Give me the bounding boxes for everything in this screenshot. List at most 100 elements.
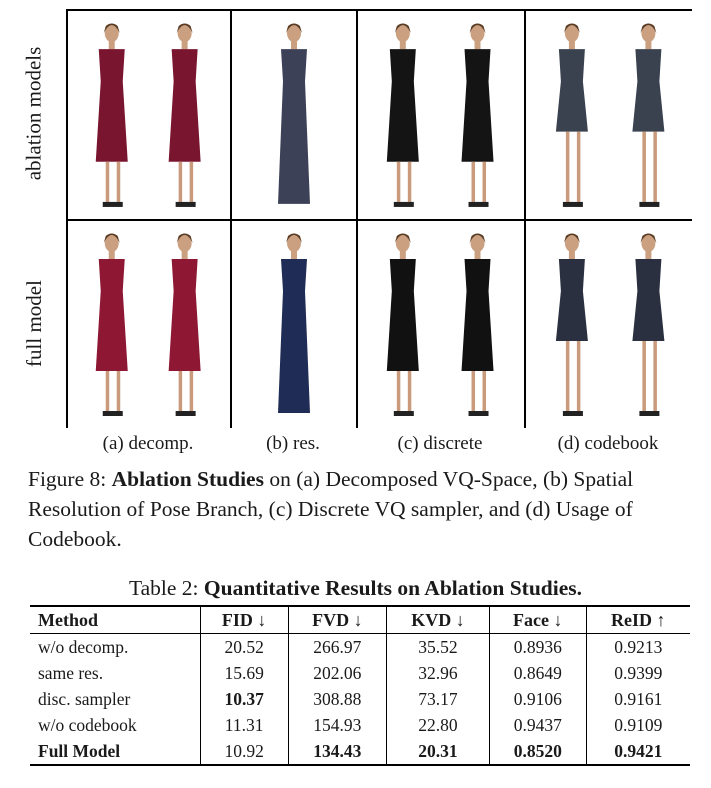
model-shoes (102, 411, 123, 416)
metric-cell: 134.43 (287, 738, 387, 765)
figure-image (68, 11, 230, 219)
model-head (395, 234, 410, 252)
col-label-codebook: (d) codebook (557, 433, 659, 454)
caption-rest: on (a) Decomposed VQ-Space, (b) Spatial … (28, 467, 634, 551)
model-shoes (393, 201, 414, 207)
model-leg (565, 341, 570, 411)
model-leg (565, 131, 570, 202)
table-row: disc. sampler 10.37 308.88 73.17 0.9106 0.916… (30, 686, 690, 712)
metric-cell: 32.96 (385, 660, 490, 686)
model-shoes (562, 201, 583, 207)
metric-cell: 0.8520 (489, 738, 587, 765)
model-leg (642, 341, 646, 411)
figure-image (232, 11, 356, 219)
model-head (395, 24, 410, 43)
model-shoes (639, 201, 660, 207)
model-leg (116, 371, 121, 411)
method-cell: same res. (38, 663, 104, 683)
table-row: w/o codebook 11.31 154.93 22.80 0.9437 0.9109 (30, 712, 690, 738)
method-cell: w/o codebook (38, 715, 137, 735)
model-head (177, 234, 192, 252)
metric-cell: 0.9106 (489, 686, 587, 712)
model-leg (407, 161, 412, 202)
model-dress (95, 259, 128, 371)
model-hair (640, 233, 657, 243)
model-figure (386, 23, 419, 207)
model-dress (632, 49, 665, 132)
model-photo (95, 23, 201, 207)
column-labels: (a) decomp. (b) res. (c) discrete (d) co… (66, 433, 692, 459)
model-leg (471, 371, 476, 411)
model-hair (394, 23, 411, 34)
model-leg (396, 161, 401, 202)
model-head (287, 24, 301, 43)
model-head (470, 234, 485, 252)
metric-cell: 0.8936 (489, 633, 587, 660)
model-leg (396, 371, 401, 411)
model-hair (176, 23, 193, 34)
model-dress (278, 49, 310, 204)
model-leg (178, 161, 183, 202)
model-leg (189, 371, 194, 411)
model-dress (555, 259, 588, 341)
model-dress (95, 49, 128, 162)
model-hair (286, 233, 302, 243)
model-figure (555, 233, 588, 416)
row-label-full: full model (8, 219, 60, 427)
model-leg (178, 371, 183, 411)
metric-cell: 15.69 (199, 660, 289, 686)
model-leg (576, 341, 581, 411)
metric-cell: 0.8649 (489, 660, 587, 686)
header-face: Face ↓ (489, 606, 587, 634)
model-figure (168, 233, 201, 416)
model-dress (168, 259, 201, 371)
model-figure (278, 233, 310, 413)
model-dress (386, 259, 419, 371)
model-dress (632, 259, 665, 341)
model-leg (642, 131, 646, 202)
model-leg (576, 131, 581, 202)
caption-prefix: Figure 8: (28, 467, 112, 491)
metric-cell: 202.06 (287, 660, 387, 686)
model-shoes (175, 201, 196, 207)
row-label-full-text: full model (21, 279, 46, 367)
header-method: Method (38, 610, 98, 630)
model-leg (482, 161, 487, 202)
figure-8: ablation models full model (a) decomp. (… (8, 9, 696, 459)
model-photo (555, 23, 665, 207)
table-row: w/o decomp. 20.52 266.97 35.52 0.8936 0.9213 (30, 633, 690, 660)
model-photo (95, 233, 201, 416)
table-title-prefix: Table 2: (128, 576, 204, 600)
metric-cell: 10.37 (199, 686, 289, 712)
metric-cell: 10.92 (199, 738, 289, 765)
model-leg (653, 131, 657, 202)
metric-cell: 154.93 (287, 712, 387, 738)
caption-bold: Ablation Studies (111, 467, 264, 491)
row-label-ablation-text: ablation models (21, 46, 46, 180)
model-leg (471, 161, 476, 202)
metric-cell: 0.9421 (585, 738, 690, 765)
method-cell: w/o decomp. (38, 637, 129, 657)
model-photo (386, 23, 494, 207)
figure-image (526, 221, 696, 428)
metric-cell: 0.9109 (585, 712, 690, 738)
model-leg (105, 371, 110, 411)
method-cell: Full Model (38, 741, 121, 761)
model-leg (189, 161, 194, 202)
model-shoes (175, 411, 196, 416)
model-hair (394, 233, 411, 243)
model-leg (116, 161, 121, 202)
figure-image (68, 221, 230, 428)
table-title-bold: Quantitative Results on Ablation Studies… (203, 576, 583, 600)
results-table: Method FID ↓ FVD ↓ KVD ↓ Face ↓ ReID ↑ w… (30, 605, 690, 766)
model-figure (278, 23, 310, 204)
model-dress (555, 49, 588, 132)
model-figure (461, 23, 494, 207)
table-row: same res. 15.69 202.06 32.96 0.8649 0.9399 (30, 660, 690, 686)
model-hair (563, 23, 580, 34)
metric-cell: 266.97 (287, 633, 387, 660)
metric-cell: 0.9437 (489, 712, 587, 738)
model-hair (176, 233, 193, 243)
model-dress (278, 259, 310, 413)
model-hair (103, 23, 120, 34)
